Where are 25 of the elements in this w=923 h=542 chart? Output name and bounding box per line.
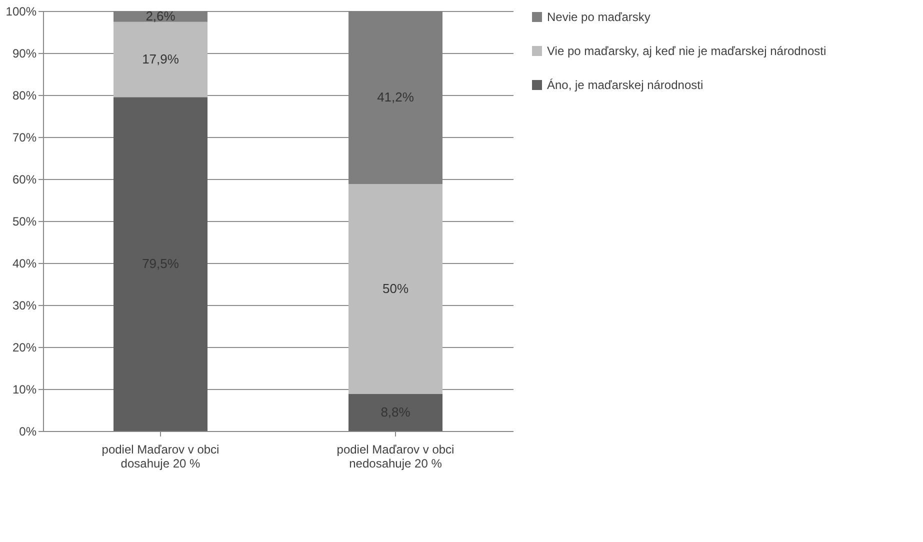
data-label: 41,2% (377, 90, 414, 105)
bar (348, 184, 442, 394)
legend-label: Vie po maďarsky, aj keď nie je maďarskej národnosti (547, 44, 826, 58)
bar (114, 97, 208, 431)
y-tick-label: 100% (6, 4, 37, 18)
y-tick-label: 0% (19, 424, 37, 438)
legend-label: Áno, je maďarskej národnosti (547, 78, 704, 92)
y-tick-label: 60% (12, 172, 37, 186)
x-tick-label: podiel Maďarov v obci dosahuje 20 % (102, 442, 220, 470)
data-label: 50% (382, 281, 409, 296)
y-tick-label: 70% (12, 130, 37, 144)
bar (348, 394, 442, 431)
y-tick-label: 40% (12, 256, 37, 270)
x-tick-label: podiel Maďarov v obci nedosahuje 20 % (336, 442, 454, 470)
y-tick-label: 50% (12, 214, 37, 228)
y-tick-label: 30% (12, 298, 37, 312)
legend-label: Nevie po maďarsky (547, 10, 650, 24)
data-label: 2,6% (146, 8, 176, 24)
data-label: 17,9% (142, 52, 180, 67)
y-tick-label: 10% (12, 382, 37, 396)
y-tick-label: 20% (12, 340, 37, 354)
y-tick-label: 80% (12, 88, 37, 102)
bar (348, 11, 442, 184)
y-tick-label: 90% (12, 46, 37, 60)
bar (114, 22, 208, 98)
